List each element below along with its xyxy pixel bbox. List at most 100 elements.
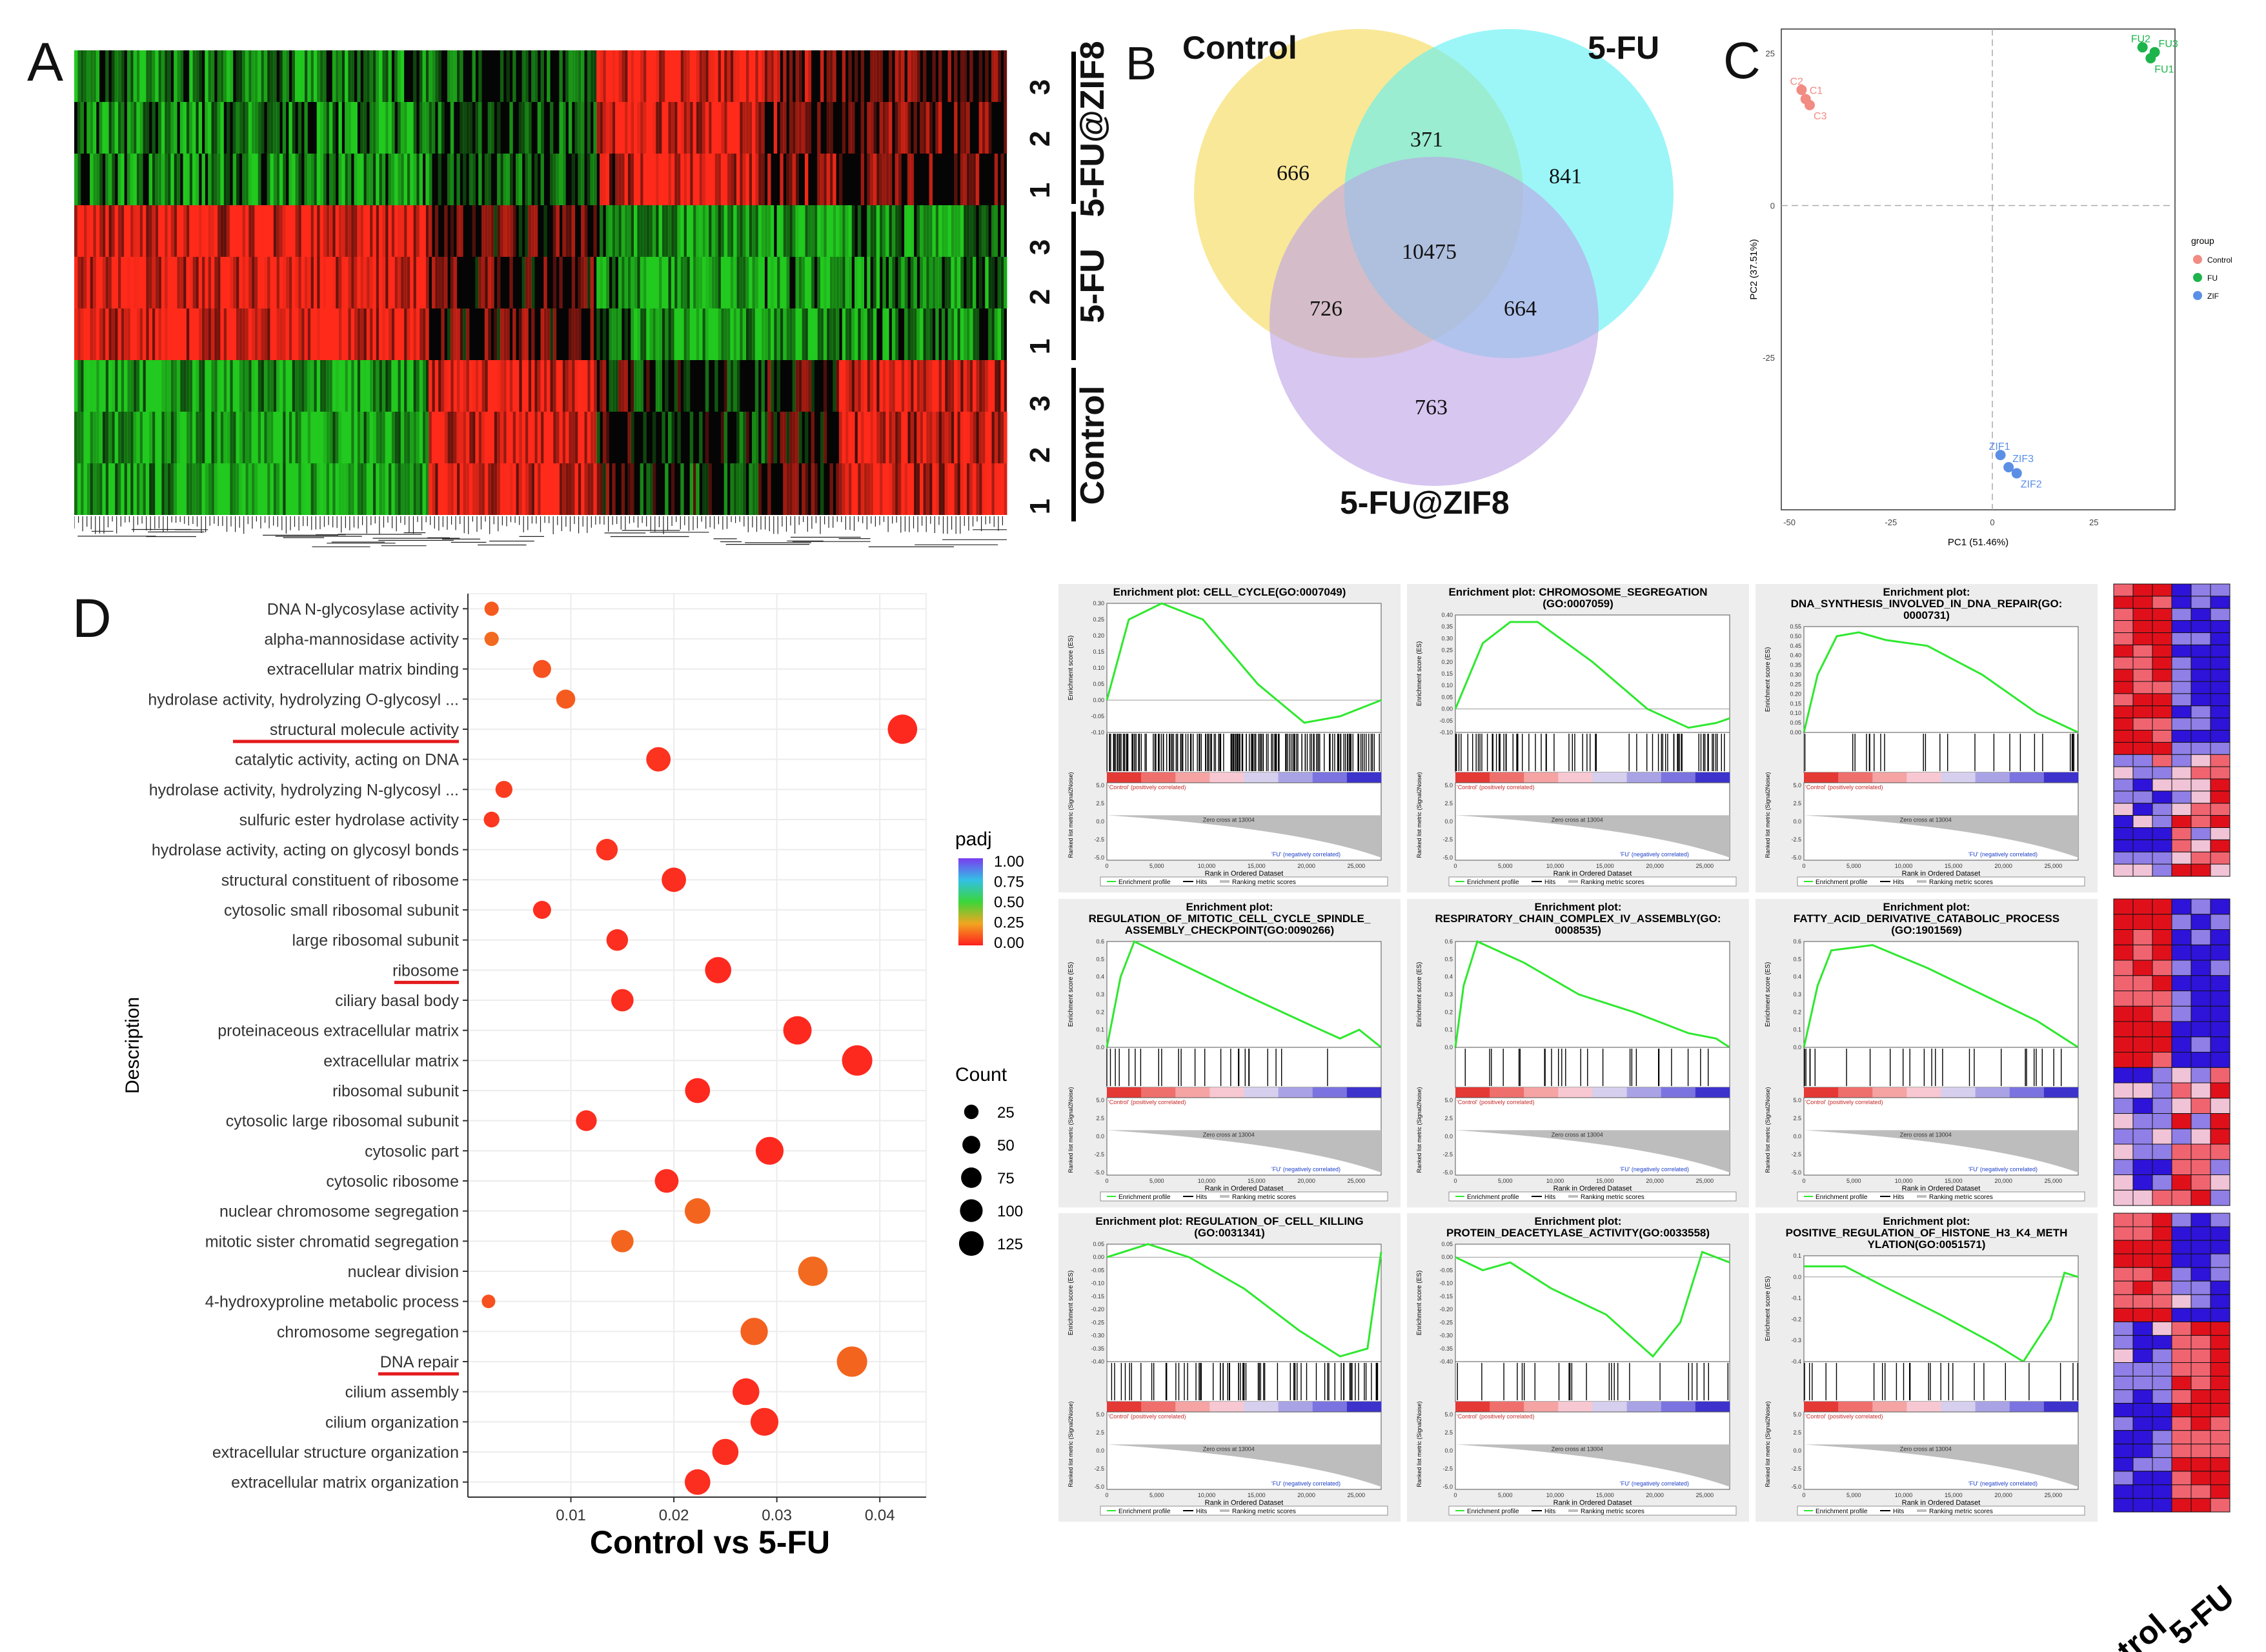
heatmap-cell [929,412,933,463]
heatmap-cell [749,154,753,205]
heatmap-cell [251,102,255,154]
gsea-heat-cell [2171,914,2192,931]
heatmap-cell [130,205,134,257]
heatmap-cell [966,463,970,515]
heatmap-cell [335,50,339,102]
heatmap-cell [509,463,513,515]
gsea-rank-segment [1695,1087,1730,1098]
gsea-es-ytick: -0.35 [1091,1345,1104,1352]
heatmap-cell [621,257,625,308]
gsea-rank-segment [1141,772,1176,783]
gsea-plot: Enrichment plot:DNA_SYNTHESIS_INVOLVED_I… [1755,584,2098,892]
heatmap-cell [795,205,799,257]
heatmap-cell [926,360,930,412]
heatmap-cell [111,412,116,463]
heatmap-cell [901,257,905,308]
heatmap-cell [954,102,958,154]
gsea-heat-cell [2152,1159,2172,1176]
heatmap-cell [860,463,865,515]
heatmap-cell [904,412,908,463]
heatmap-cell [92,412,97,463]
heatmap-cell [258,463,261,515]
gsea-heat-cell [2113,1067,2134,1083]
heatmap-cell [434,360,439,412]
heatmap-cell [425,412,429,463]
gsea-es-ytick: 0.1 [1793,1253,1801,1259]
gsea-heat-cell [2190,1484,2211,1499]
heatmap-cell [848,360,852,412]
heatmap-cell [161,308,165,360]
padj-legend-tick: 0.25 [994,914,1024,932]
gsea-plot: Enrichment plot:FATTY_ACID_DERIVATIVE_CA… [1755,899,2098,1207]
heatmap-cell [186,257,190,308]
heatmap-cell [258,102,261,154]
gsea-es-ytick: -0.1 [1791,1295,1801,1302]
venn-count-control-only: 666 [1277,161,1310,185]
heatmap-cell [634,50,638,102]
gsea-heat-cell [2190,766,2211,780]
heatmap-cell [518,360,523,412]
heatmap-cell [686,102,691,154]
heatmap-cell [662,308,665,360]
heatmap-cell [288,463,292,515]
gsea-heat-cell [2210,944,2231,961]
gsea-legend-box [1797,1506,2085,1516]
heatmap-cell [559,257,563,308]
heatmap-cell [86,50,90,102]
heatmap-cell [941,205,946,257]
heatmap-cell [385,205,389,257]
gsea-heat-cell [2152,1021,2172,1038]
gsea-heat-cell [2171,766,2192,780]
gsea-rank-segment [2043,1087,2079,1098]
heatmap-cell [634,308,638,360]
heatmap-cell [450,308,454,360]
heatmap-cell [92,308,97,360]
heatmap-cell [848,205,852,257]
gsea-heat-cell [2113,1143,2134,1160]
heatmap-cell [450,257,454,308]
heatmap-cell [189,308,193,360]
heatmap-cell [509,257,513,308]
gsea-heat-cell [2171,705,2192,719]
heatmap-cell [102,412,106,463]
pca-point [2003,461,2014,472]
gsea-rank-segment [1626,772,1662,783]
heatmap-cell [347,50,352,102]
heatmap-cell [261,308,265,360]
heatmap-cell [780,154,784,205]
heatmap-cell [105,50,109,102]
gsea-heat-cell [2171,1159,2192,1176]
heatmap-cell [723,154,728,205]
heatmap-cell [823,308,827,360]
heatmap-cell [503,308,507,360]
gsea-es-curve [1455,1251,1730,1358]
gsea-es-ytick: 0.05 [1093,681,1104,687]
heatmap-cell [978,102,983,154]
heatmap-cell [179,102,184,154]
heatmap-cell [313,412,318,463]
heatmap-cell [581,463,585,515]
gsea-plot-title: Enrichment plot: [1186,901,1273,913]
gsea-plot-title: (GO:1901569) [1891,924,1962,936]
heatmap-cell [360,257,364,308]
heatmap-cell [745,154,749,205]
heatmap-cell [329,102,333,154]
heatmap-cell [397,257,401,308]
heatmap-cell [754,102,759,154]
heatmap-cell [208,257,212,308]
heatmap-cell [105,308,109,360]
heatmap-cell [552,463,557,515]
heatmap-cell [770,412,774,463]
heatmap-cell [888,154,893,205]
heatmap-cell [326,257,330,308]
heatmap-cell [854,463,858,515]
heatmap-cell [397,412,401,463]
gsea-heat-cell [2171,596,2192,609]
heatmap-cell [882,360,886,412]
gsea-es-ytick: 0.5 [1096,956,1104,962]
heatmap-cell [677,257,681,308]
heatmap-cell [736,412,740,463]
heatmap-cell [301,360,305,412]
gsea-plot: Enrichment plot: REGULATION_OF_CELL_KILL… [1058,1213,1401,1522]
heatmap-cell [581,360,585,412]
